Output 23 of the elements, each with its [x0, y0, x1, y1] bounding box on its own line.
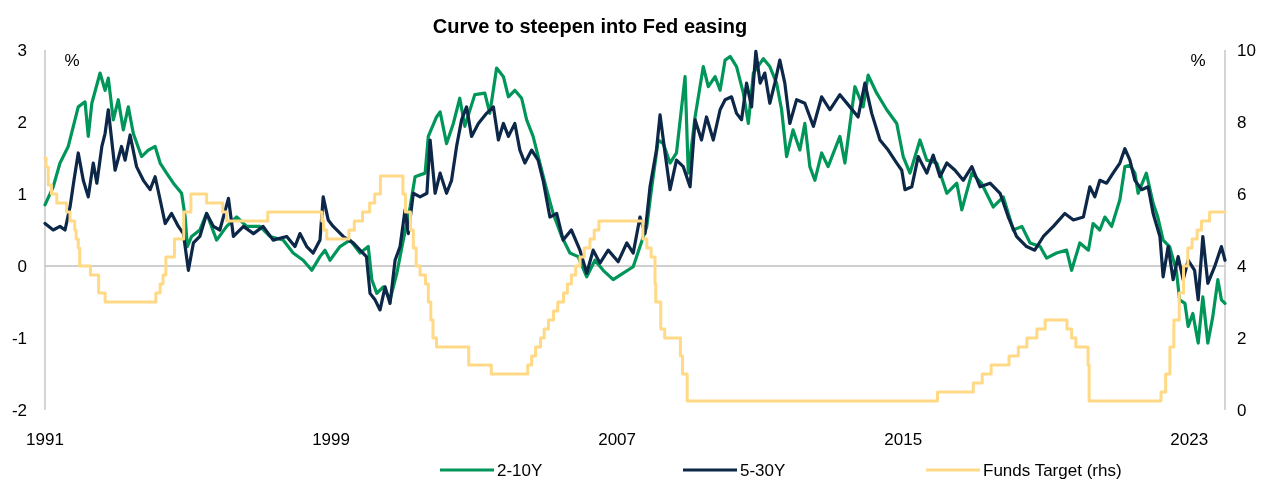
y2-tick-label: 8	[1237, 112, 1247, 132]
x-tick-label: 2015	[884, 430, 923, 449]
y-tick-label: 2	[17, 112, 27, 132]
y-tick-label: -1	[11, 328, 27, 348]
y-tick-label: 1	[17, 184, 27, 204]
chart-title: Curve to steepen into Fed easing	[432, 15, 748, 37]
y-tick-label: -2	[11, 400, 27, 420]
x-tick-label: 1999	[312, 430, 350, 449]
y2-axis-title: %	[1190, 51, 1206, 70]
legend-label: 5-30Y	[740, 461, 786, 480]
y-tick-label: 0	[17, 256, 27, 276]
y2-tick-label: 2	[1237, 328, 1247, 348]
y2-tick-label: 6	[1237, 184, 1247, 204]
y2-tick-label: 4	[1237, 256, 1247, 276]
x-tick-label: 1991	[26, 430, 64, 449]
y2-tick-label: 0	[1237, 400, 1247, 420]
y-axis-title: %	[64, 51, 80, 70]
y2-tick-label: 10	[1237, 40, 1256, 60]
legend-label: Funds Target (rhs)	[983, 461, 1122, 480]
legend-label: 2-10Y	[497, 461, 543, 480]
y-tick-label: 3	[17, 40, 27, 60]
x-tick-label: 2023	[1170, 430, 1209, 449]
x-tick-label: 2007	[598, 430, 637, 449]
